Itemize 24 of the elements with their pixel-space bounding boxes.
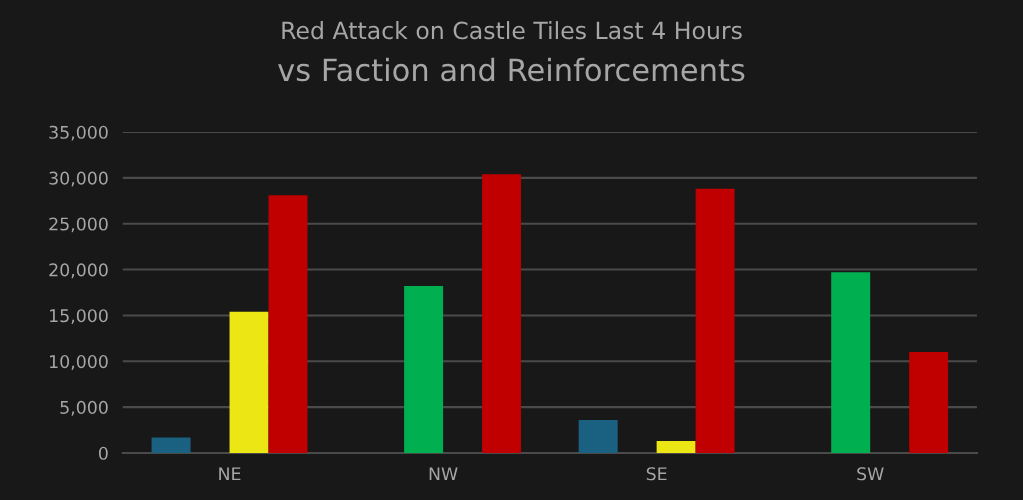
bar — [482, 174, 522, 453]
bar — [578, 419, 618, 453]
bar — [831, 272, 871, 453]
bar — [695, 188, 735, 453]
y-tick-label: 30,000 — [49, 171, 108, 187]
bar — [151, 437, 191, 453]
x-tick-label: SW — [857, 467, 884, 481]
y-tick-label: 10,000 — [50, 355, 108, 370]
y-tick-label: 25,000 — [49, 217, 108, 233]
x-tick-label: NW — [429, 467, 458, 481]
bar — [909, 352, 949, 453]
x-tick-label: NE — [219, 467, 241, 481]
bar — [268, 195, 308, 453]
y-tick-label: 0 — [98, 446, 108, 460]
x-tick-label: SE — [646, 467, 667, 481]
chart-subtitle: vs Faction and Reinforcements — [278, 57, 745, 82]
bar — [404, 286, 444, 453]
y-tick-label: 35,000 — [49, 125, 108, 141]
y-tick-label: 15,000 — [50, 309, 108, 325]
y-tick-label: 20,000 — [49, 263, 108, 279]
bar — [229, 311, 269, 453]
chart-title: Red Attack on Castle Tiles Last 4 Hours — [282, 21, 742, 40]
y-tick-label: 5,000 — [60, 400, 108, 416]
bar — [656, 441, 696, 453]
